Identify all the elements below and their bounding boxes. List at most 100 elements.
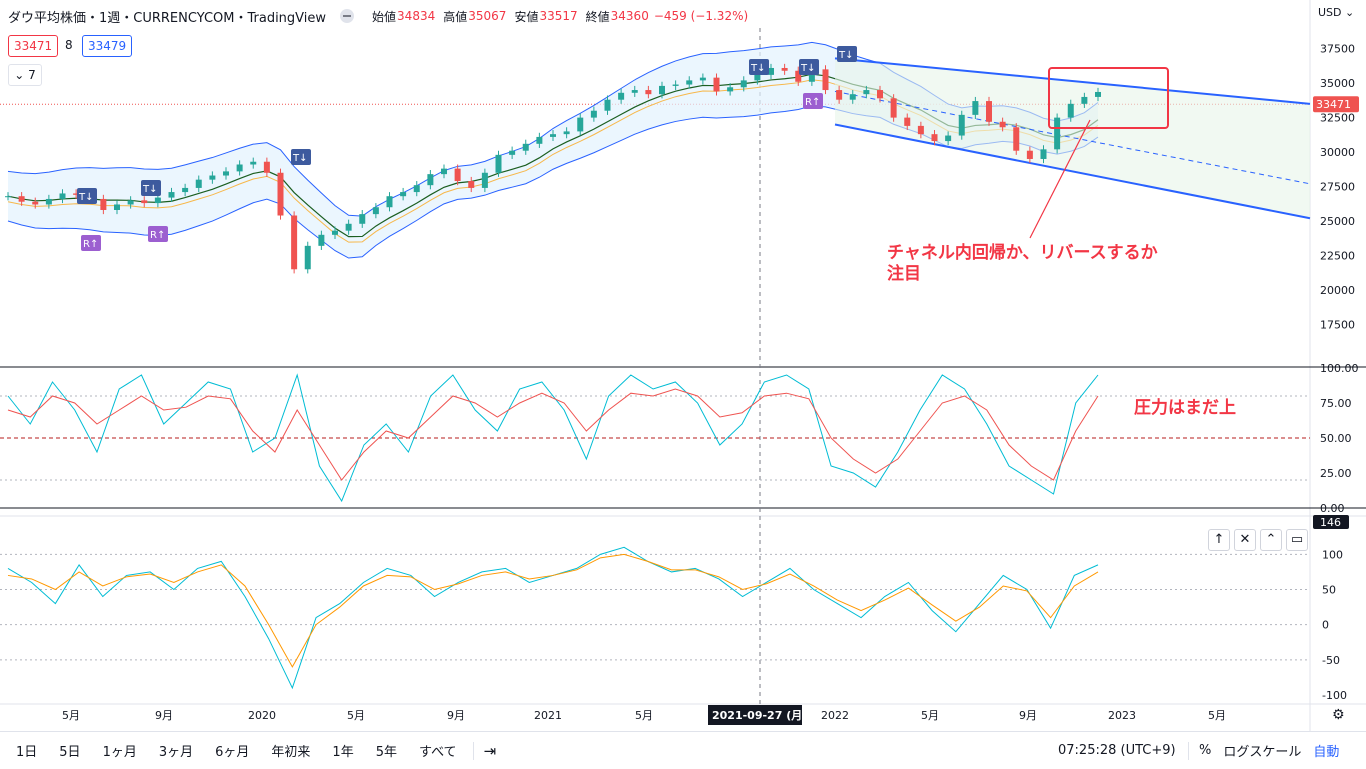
candle [917, 125, 924, 135]
signal-label: T↓ [292, 153, 308, 164]
osc1-tick-label: 50.00 [1320, 432, 1352, 445]
candle [863, 90, 870, 95]
osc2-last-label: 146 [1320, 516, 1341, 529]
candle [127, 200, 134, 205]
crosshair-date-tag [708, 705, 802, 725]
candle [836, 90, 843, 100]
range-6m[interactable]: 6ヶ月 [215, 745, 250, 760]
osc2-tick-label: 0 [1322, 619, 1329, 632]
buy-price-box[interactable]: 33479 [82, 35, 133, 57]
candle [618, 92, 625, 100]
low-value: 33517 [539, 9, 578, 23]
candle [986, 101, 992, 122]
channel-fill [835, 58, 1310, 219]
signal-badge [291, 149, 311, 165]
candle [5, 196, 11, 198]
candle [73, 193, 80, 195]
auto-scale-toggle[interactable]: 自動 [1313, 745, 1340, 760]
open-label: 始値 [372, 9, 397, 24]
range-3m[interactable]: 3ヶ月 [158, 745, 194, 760]
indicators-toggle[interactable]: ⌄ 7 [8, 64, 42, 86]
candle [631, 90, 638, 93]
candle [1026, 150, 1033, 159]
range-1d[interactable]: 1日 [16, 745, 38, 760]
signal-label: T↓ [800, 63, 816, 74]
range-all[interactable]: すべて [418, 745, 457, 760]
candle [768, 67, 774, 75]
candle [849, 94, 856, 100]
candle [18, 196, 25, 202]
close-icon[interactable]: ✕ [1234, 529, 1256, 551]
signal-label: T↓ [142, 184, 158, 195]
candle [645, 90, 652, 95]
candle [495, 154, 502, 173]
price-tick-label: 32500 [1320, 112, 1355, 125]
highlight-box [1048, 67, 1169, 129]
time-tick-label: 9月 [447, 709, 465, 722]
last-price-label: 33471 [1316, 98, 1351, 111]
clock[interactable]: 07:25:28 (UTC+9) [1058, 743, 1176, 758]
currency-label[interactable]: USD ⌄ [1318, 6, 1354, 19]
price-tick-label: 27500 [1320, 181, 1355, 194]
signal-label: T↓ [838, 50, 854, 61]
time-tick-label: 5月 [1208, 709, 1226, 722]
range-ytd[interactable]: 年初来 [271, 745, 311, 760]
osc1-tick-label: 75.00 [1320, 397, 1352, 410]
market-status-icon [340, 9, 355, 23]
candle [1054, 117, 1061, 150]
symbol-title[interactable]: ダウ平均株価・1週・CURRENCYCOM・TradingView [8, 10, 327, 26]
last-price-tag [1313, 96, 1359, 113]
osc2-series [7, 546, 1099, 690]
osc1-series [7, 388, 1099, 481]
time-tick-label: 9月 [1019, 709, 1037, 722]
percent-toggle[interactable]: % [1199, 743, 1212, 758]
channel-annotation-line1: チャネル内回帰か、リバースするか [887, 243, 1158, 263]
candle [141, 200, 148, 204]
time-tick-label: 5月 [62, 709, 80, 722]
candle [686, 80, 693, 85]
candle [413, 185, 420, 193]
candle [291, 215, 298, 270]
close-value: 34360 [610, 9, 649, 23]
bollinger-fill [8, 42, 1098, 259]
time-tick-label: 2022 [821, 709, 849, 722]
signal-label: R↑ [805, 97, 820, 108]
candle [522, 143, 529, 151]
signal-label: T↓ [750, 63, 766, 74]
price-chart[interactable]: 37500 35000 32500 30000 27500 25000 22500 20000… [0, 0, 1366, 731]
range-1m[interactable]: 1ヶ月 [102, 745, 137, 760]
move-up-icon[interactable]: ↑ [1208, 529, 1230, 551]
channel-lower [834, 123, 1311, 220]
candle [781, 67, 788, 71]
goto-date-icon[interactable]: ⇥ [483, 741, 497, 760]
candle [441, 168, 447, 175]
candle [713, 77, 720, 92]
indicator-count: 7 [28, 68, 36, 82]
chevron-down-icon: ⌄ [14, 68, 25, 82]
candle [168, 192, 175, 198]
signal-badge [799, 59, 819, 75]
sell-price-box[interactable]: 33471 [8, 35, 59, 57]
candle [332, 230, 338, 235]
time-tick-label: 5月 [921, 709, 939, 722]
log-scale-toggle[interactable]: ログスケール [1223, 745, 1302, 760]
candle [563, 131, 570, 135]
signal-badge [837, 46, 857, 62]
candle [345, 223, 352, 231]
collapse-icon[interactable]: ⌃ [1260, 529, 1282, 551]
candle [304, 245, 311, 270]
channel-annotation: チャネル内回帰か、リバースするか 注目 [887, 243, 1158, 285]
candle [536, 136, 543, 144]
candle [372, 207, 379, 215]
high-label: 高値 [443, 9, 468, 24]
divider [1188, 741, 1189, 760]
candle [400, 192, 407, 197]
candle [931, 134, 938, 142]
price-tick-label: 25000 [1320, 215, 1355, 228]
price-tick-label: 30000 [1320, 146, 1355, 159]
candle [1040, 149, 1047, 159]
range-5y[interactable]: 5年 [375, 745, 397, 760]
range-5d[interactable]: 5日 [59, 745, 81, 760]
range-1y[interactable]: 1年 [332, 745, 354, 760]
maximize-icon[interactable]: ▭ [1286, 529, 1308, 551]
